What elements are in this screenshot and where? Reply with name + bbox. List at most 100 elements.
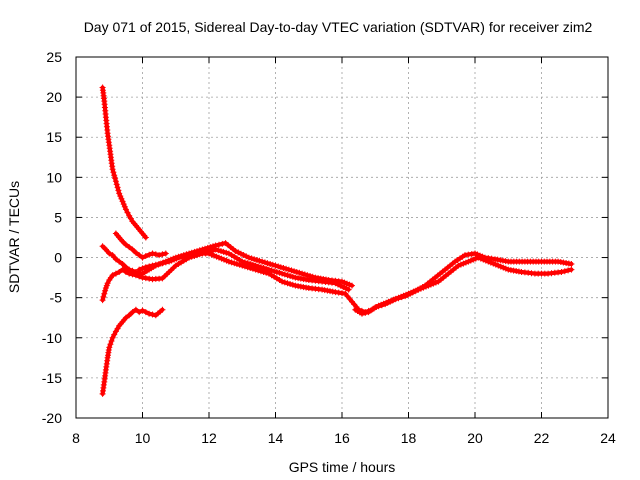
markers-arc-1 bbox=[99, 84, 149, 241]
data-point bbox=[219, 240, 226, 247]
data-point bbox=[149, 250, 156, 257]
data-point bbox=[139, 254, 146, 261]
data-point bbox=[359, 310, 365, 317]
data-point bbox=[247, 265, 254, 271]
markers-arc-5 bbox=[112, 230, 169, 261]
data-point bbox=[228, 259, 235, 266]
x-axis-label: GPS time / hours bbox=[289, 459, 396, 475]
data-point bbox=[348, 282, 355, 289]
data-point bbox=[251, 256, 258, 263]
data-series bbox=[99, 84, 575, 397]
data-point bbox=[159, 306, 166, 313]
data-point bbox=[275, 263, 282, 270]
data-point bbox=[362, 309, 369, 316]
y-tick-label: -10 bbox=[42, 330, 62, 346]
data-point bbox=[392, 296, 399, 303]
data-point bbox=[280, 265, 287, 271]
data-point bbox=[112, 270, 119, 277]
data-point bbox=[126, 244, 133, 251]
data-point bbox=[106, 250, 113, 257]
data-point bbox=[488, 255, 495, 262]
data-point bbox=[398, 294, 405, 301]
data-point bbox=[136, 252, 143, 259]
data-point bbox=[122, 264, 129, 271]
data-point bbox=[243, 253, 250, 260]
y-tick-label: 20 bbox=[46, 89, 62, 105]
data-point bbox=[232, 248, 239, 255]
data-point bbox=[291, 268, 298, 275]
data-point bbox=[218, 248, 224, 255]
x-tick-labels: 8 10 12 14 16 18 20 22 24 bbox=[72, 430, 616, 446]
data-point bbox=[565, 267, 572, 274]
markers-arc-2 bbox=[99, 306, 166, 397]
data-point bbox=[159, 260, 166, 267]
data-point bbox=[162, 259, 169, 266]
data-point bbox=[259, 258, 266, 265]
data-point bbox=[271, 268, 278, 275]
data-point bbox=[241, 263, 248, 270]
data-point bbox=[285, 266, 292, 273]
data-point bbox=[109, 166, 116, 173]
data-point bbox=[272, 262, 279, 269]
data-point bbox=[558, 269, 565, 275]
data-point bbox=[111, 331, 118, 338]
data-point bbox=[152, 251, 159, 258]
y-axis-label: SDTVAR / TECUs bbox=[6, 181, 22, 293]
data-point bbox=[279, 278, 286, 285]
data-point bbox=[212, 242, 219, 249]
data-point bbox=[110, 169, 117, 176]
data-point bbox=[296, 269, 303, 276]
data-point bbox=[152, 261, 159, 268]
data-point bbox=[202, 245, 208, 252]
data-point bbox=[113, 181, 120, 188]
data-point bbox=[252, 266, 259, 273]
data-point bbox=[142, 264, 149, 271]
data-point bbox=[121, 203, 128, 210]
data-point bbox=[240, 252, 247, 258]
data-point bbox=[284, 272, 291, 279]
data-point bbox=[215, 247, 222, 254]
data-point bbox=[281, 279, 288, 286]
data-point bbox=[245, 254, 252, 261]
x-tick-label: 8 bbox=[72, 430, 80, 446]
data-point bbox=[102, 287, 109, 294]
data-point bbox=[136, 309, 143, 316]
data-point bbox=[216, 241, 222, 248]
data-point bbox=[281, 271, 288, 278]
data-point bbox=[210, 243, 216, 250]
data-point bbox=[235, 249, 242, 256]
data-point bbox=[561, 268, 568, 275]
data-point bbox=[375, 303, 382, 310]
data-point bbox=[343, 285, 349, 292]
series-arc-4 bbox=[100, 241, 355, 288]
data-point bbox=[156, 252, 163, 259]
data-point bbox=[287, 281, 294, 287]
y-tick-label: 25 bbox=[46, 49, 62, 65]
data-point bbox=[136, 266, 143, 273]
data-point bbox=[277, 264, 284, 271]
data-point bbox=[159, 251, 166, 258]
x-tick-label: 14 bbox=[268, 430, 284, 446]
data-point bbox=[149, 262, 156, 269]
data-point bbox=[372, 304, 379, 311]
data-point bbox=[114, 184, 121, 191]
data-point bbox=[304, 272, 311, 279]
data-point bbox=[276, 269, 283, 276]
data-point bbox=[244, 264, 251, 271]
data-point bbox=[220, 248, 227, 255]
data-point bbox=[104, 280, 111, 287]
data-point bbox=[273, 269, 280, 275]
data-point bbox=[162, 250, 169, 257]
data-point bbox=[106, 344, 113, 351]
data-point bbox=[284, 280, 291, 287]
data-point bbox=[288, 267, 295, 274]
data-point bbox=[337, 282, 344, 289]
data-point bbox=[223, 249, 230, 256]
data-point bbox=[257, 268, 264, 275]
data-point bbox=[122, 314, 129, 321]
data-point bbox=[340, 284, 347, 291]
data-point bbox=[142, 275, 149, 282]
markers-arc-7 bbox=[352, 250, 575, 317]
data-point bbox=[264, 260, 271, 267]
y-tick-label: 5 bbox=[54, 209, 62, 225]
